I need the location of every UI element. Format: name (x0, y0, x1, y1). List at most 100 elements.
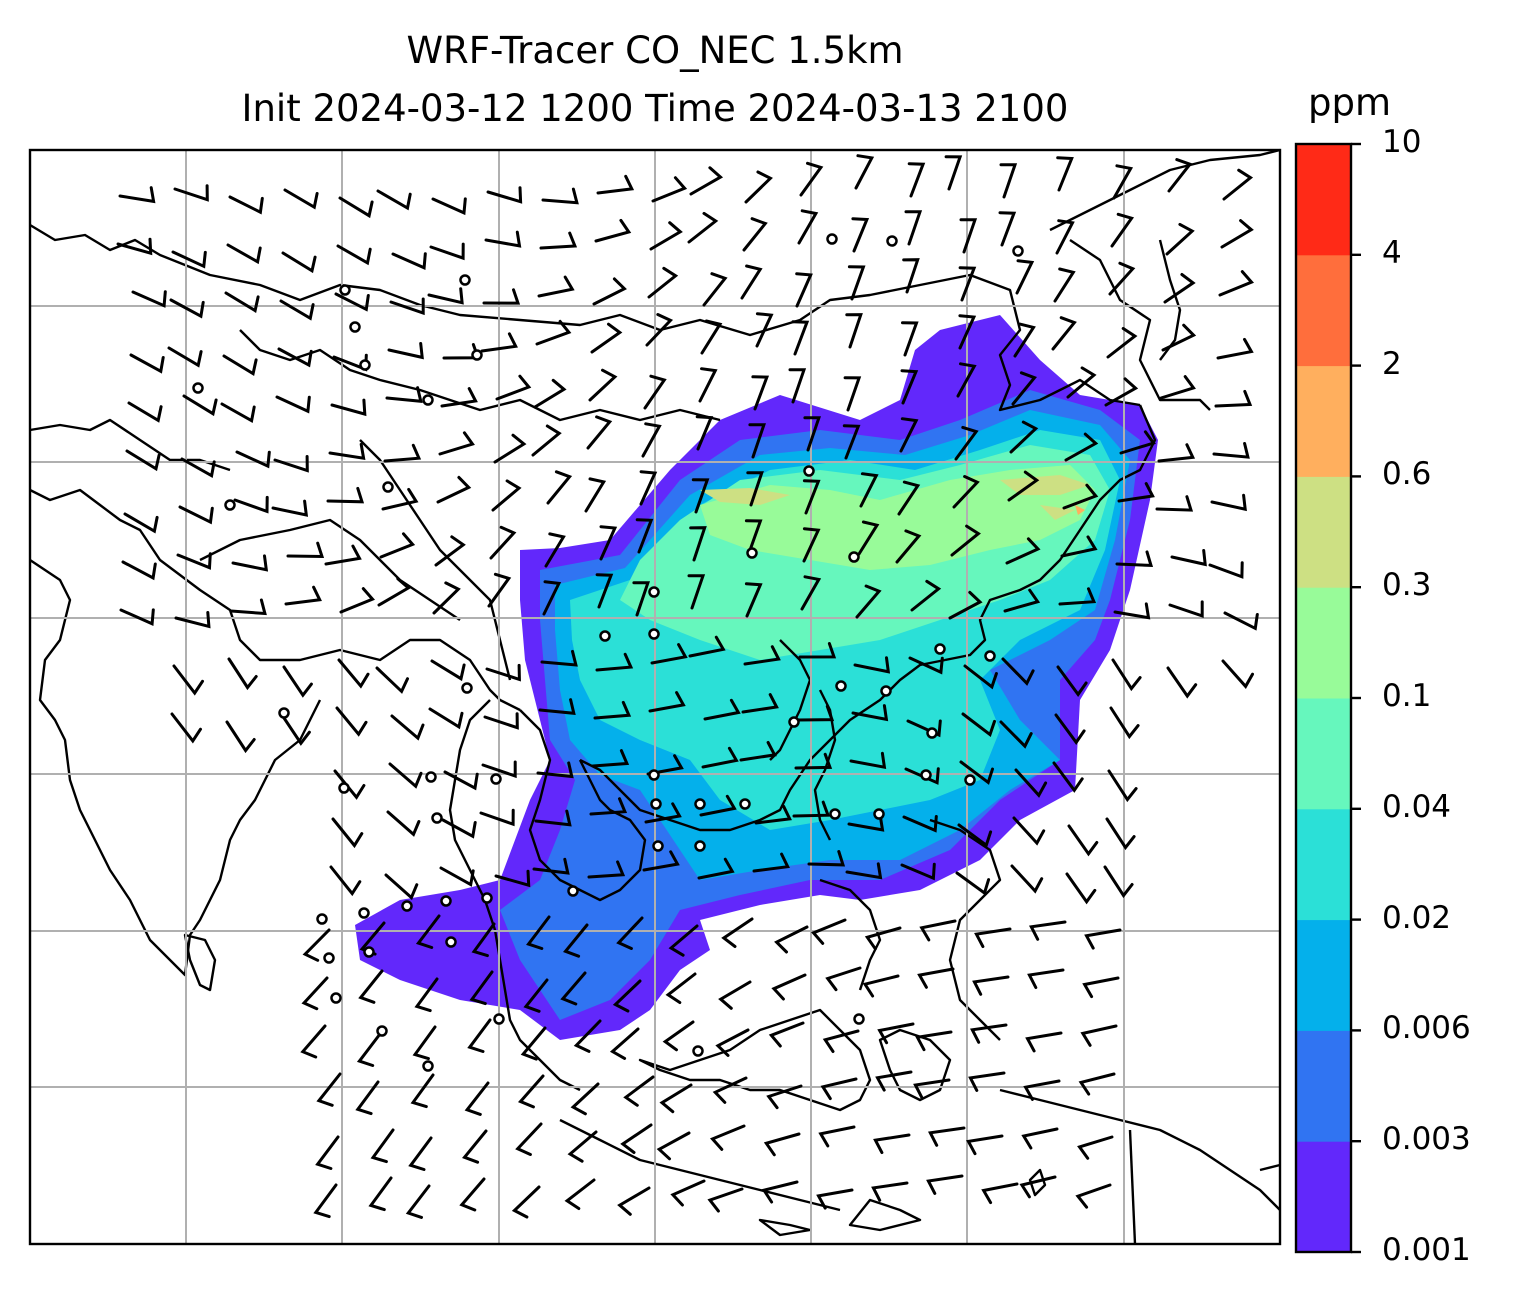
wind-barb (587, 860, 626, 879)
wind-barb (959, 218, 978, 254)
wind-barb (651, 176, 688, 203)
wind-barb (877, 1022, 915, 1045)
wind-barb (644, 802, 682, 824)
wind-barb (414, 977, 439, 1013)
calm-wind-marker (376, 1025, 388, 1037)
wind-barb (1056, 665, 1088, 697)
wind-barb (540, 649, 578, 667)
wind-barb (926, 1174, 964, 1195)
wind-barb (908, 656, 944, 675)
wind-barb (907, 162, 926, 198)
wind-barb (703, 698, 741, 721)
wind-barb (1052, 761, 1084, 793)
wind-barb (751, 375, 770, 411)
wind-barb (275, 395, 311, 414)
wind-barb (957, 823, 993, 848)
wind-barb (1009, 420, 1039, 454)
wind-barb (584, 477, 607, 513)
wind-barb (771, 973, 807, 1001)
calm-wind-marker (440, 895, 452, 907)
wind-barb (895, 529, 922, 564)
wind-barb (493, 433, 527, 464)
wind-barb (1155, 495, 1194, 512)
wind-barb (233, 495, 269, 514)
wind-barb (220, 402, 256, 424)
wind-barb (227, 657, 258, 691)
wind-barb (697, 857, 735, 880)
wind-barb (752, 852, 790, 873)
calm-wind-marker (382, 481, 394, 493)
wind-barb (511, 1185, 541, 1219)
wind-barb (286, 541, 325, 559)
wind-barb (434, 535, 466, 567)
wind-barb (620, 1123, 653, 1154)
wind-barb (797, 209, 819, 245)
calm-wind-marker (652, 840, 664, 852)
wind-barb (687, 211, 719, 244)
wind-barb (520, 1026, 547, 1061)
wind-barb (1111, 658, 1142, 692)
wind-barb (590, 322, 623, 354)
wind-barb (1105, 817, 1136, 851)
calm-wind-marker (648, 769, 660, 781)
wind-barb (899, 417, 919, 453)
wind-barb (799, 161, 824, 197)
calm-wind-marker (330, 992, 342, 1004)
wind-barb (1103, 865, 1134, 899)
colorbar-tick-label: 0.003 (1382, 1121, 1471, 1158)
wind-barb (172, 664, 204, 696)
calm-wind-marker (422, 394, 434, 406)
wind-barb (182, 394, 218, 417)
wind-barb (389, 297, 425, 316)
wind-barb (743, 645, 781, 666)
colorbar-segment (1296, 254, 1351, 367)
wind-barb (1210, 493, 1247, 512)
wind-barb (484, 230, 522, 248)
wind-barb (1003, 588, 1041, 613)
wind-barb (329, 865, 362, 897)
calm-wind-marker (481, 892, 493, 904)
wind-barb (282, 665, 313, 698)
wind-barb (689, 166, 724, 196)
wind-barb (596, 174, 635, 195)
wind-barb (864, 926, 902, 951)
wind-barb (670, 1179, 706, 1207)
calm-wind-marker (358, 907, 370, 919)
wind-barb (825, 966, 862, 992)
calm-wind-marker (278, 707, 290, 719)
wind-barb (536, 761, 574, 779)
calm-wind-marker (490, 773, 502, 785)
wind-barb (847, 814, 885, 832)
wind-barb (279, 299, 315, 321)
wind-barb (798, 642, 837, 659)
calm-wind-marker (422, 1060, 434, 1072)
wind-barb (523, 978, 549, 1013)
wind-barb (843, 376, 862, 412)
wind-barb (897, 480, 921, 516)
wind-barb (855, 584, 882, 619)
calm-wind-marker (459, 274, 471, 286)
wind-barb (904, 210, 923, 246)
wind-barb (123, 512, 159, 534)
wind-barb (687, 574, 706, 610)
wind-barb (1027, 968, 1065, 989)
wind-barb (1165, 222, 1195, 256)
calm-wind-marker (926, 727, 938, 739)
wind-barb (742, 217, 768, 252)
calm-wind-marker (461, 682, 473, 694)
wind-barb (546, 470, 573, 505)
wind-barb (300, 1024, 327, 1059)
colorbar-segment (1296, 919, 1351, 1031)
wind-barb (862, 974, 900, 998)
wind-barb (702, 272, 728, 307)
wind-barb (1117, 482, 1155, 503)
wind-barb (129, 353, 165, 374)
wind-barb (952, 475, 980, 509)
wind-barb (1223, 611, 1259, 631)
wind-barb (280, 713, 311, 746)
wind-barb (533, 378, 567, 409)
wind-barb (1161, 323, 1197, 352)
wind-barb (1170, 549, 1207, 567)
wind-barb (698, 367, 718, 403)
wind-barb (1007, 470, 1040, 502)
